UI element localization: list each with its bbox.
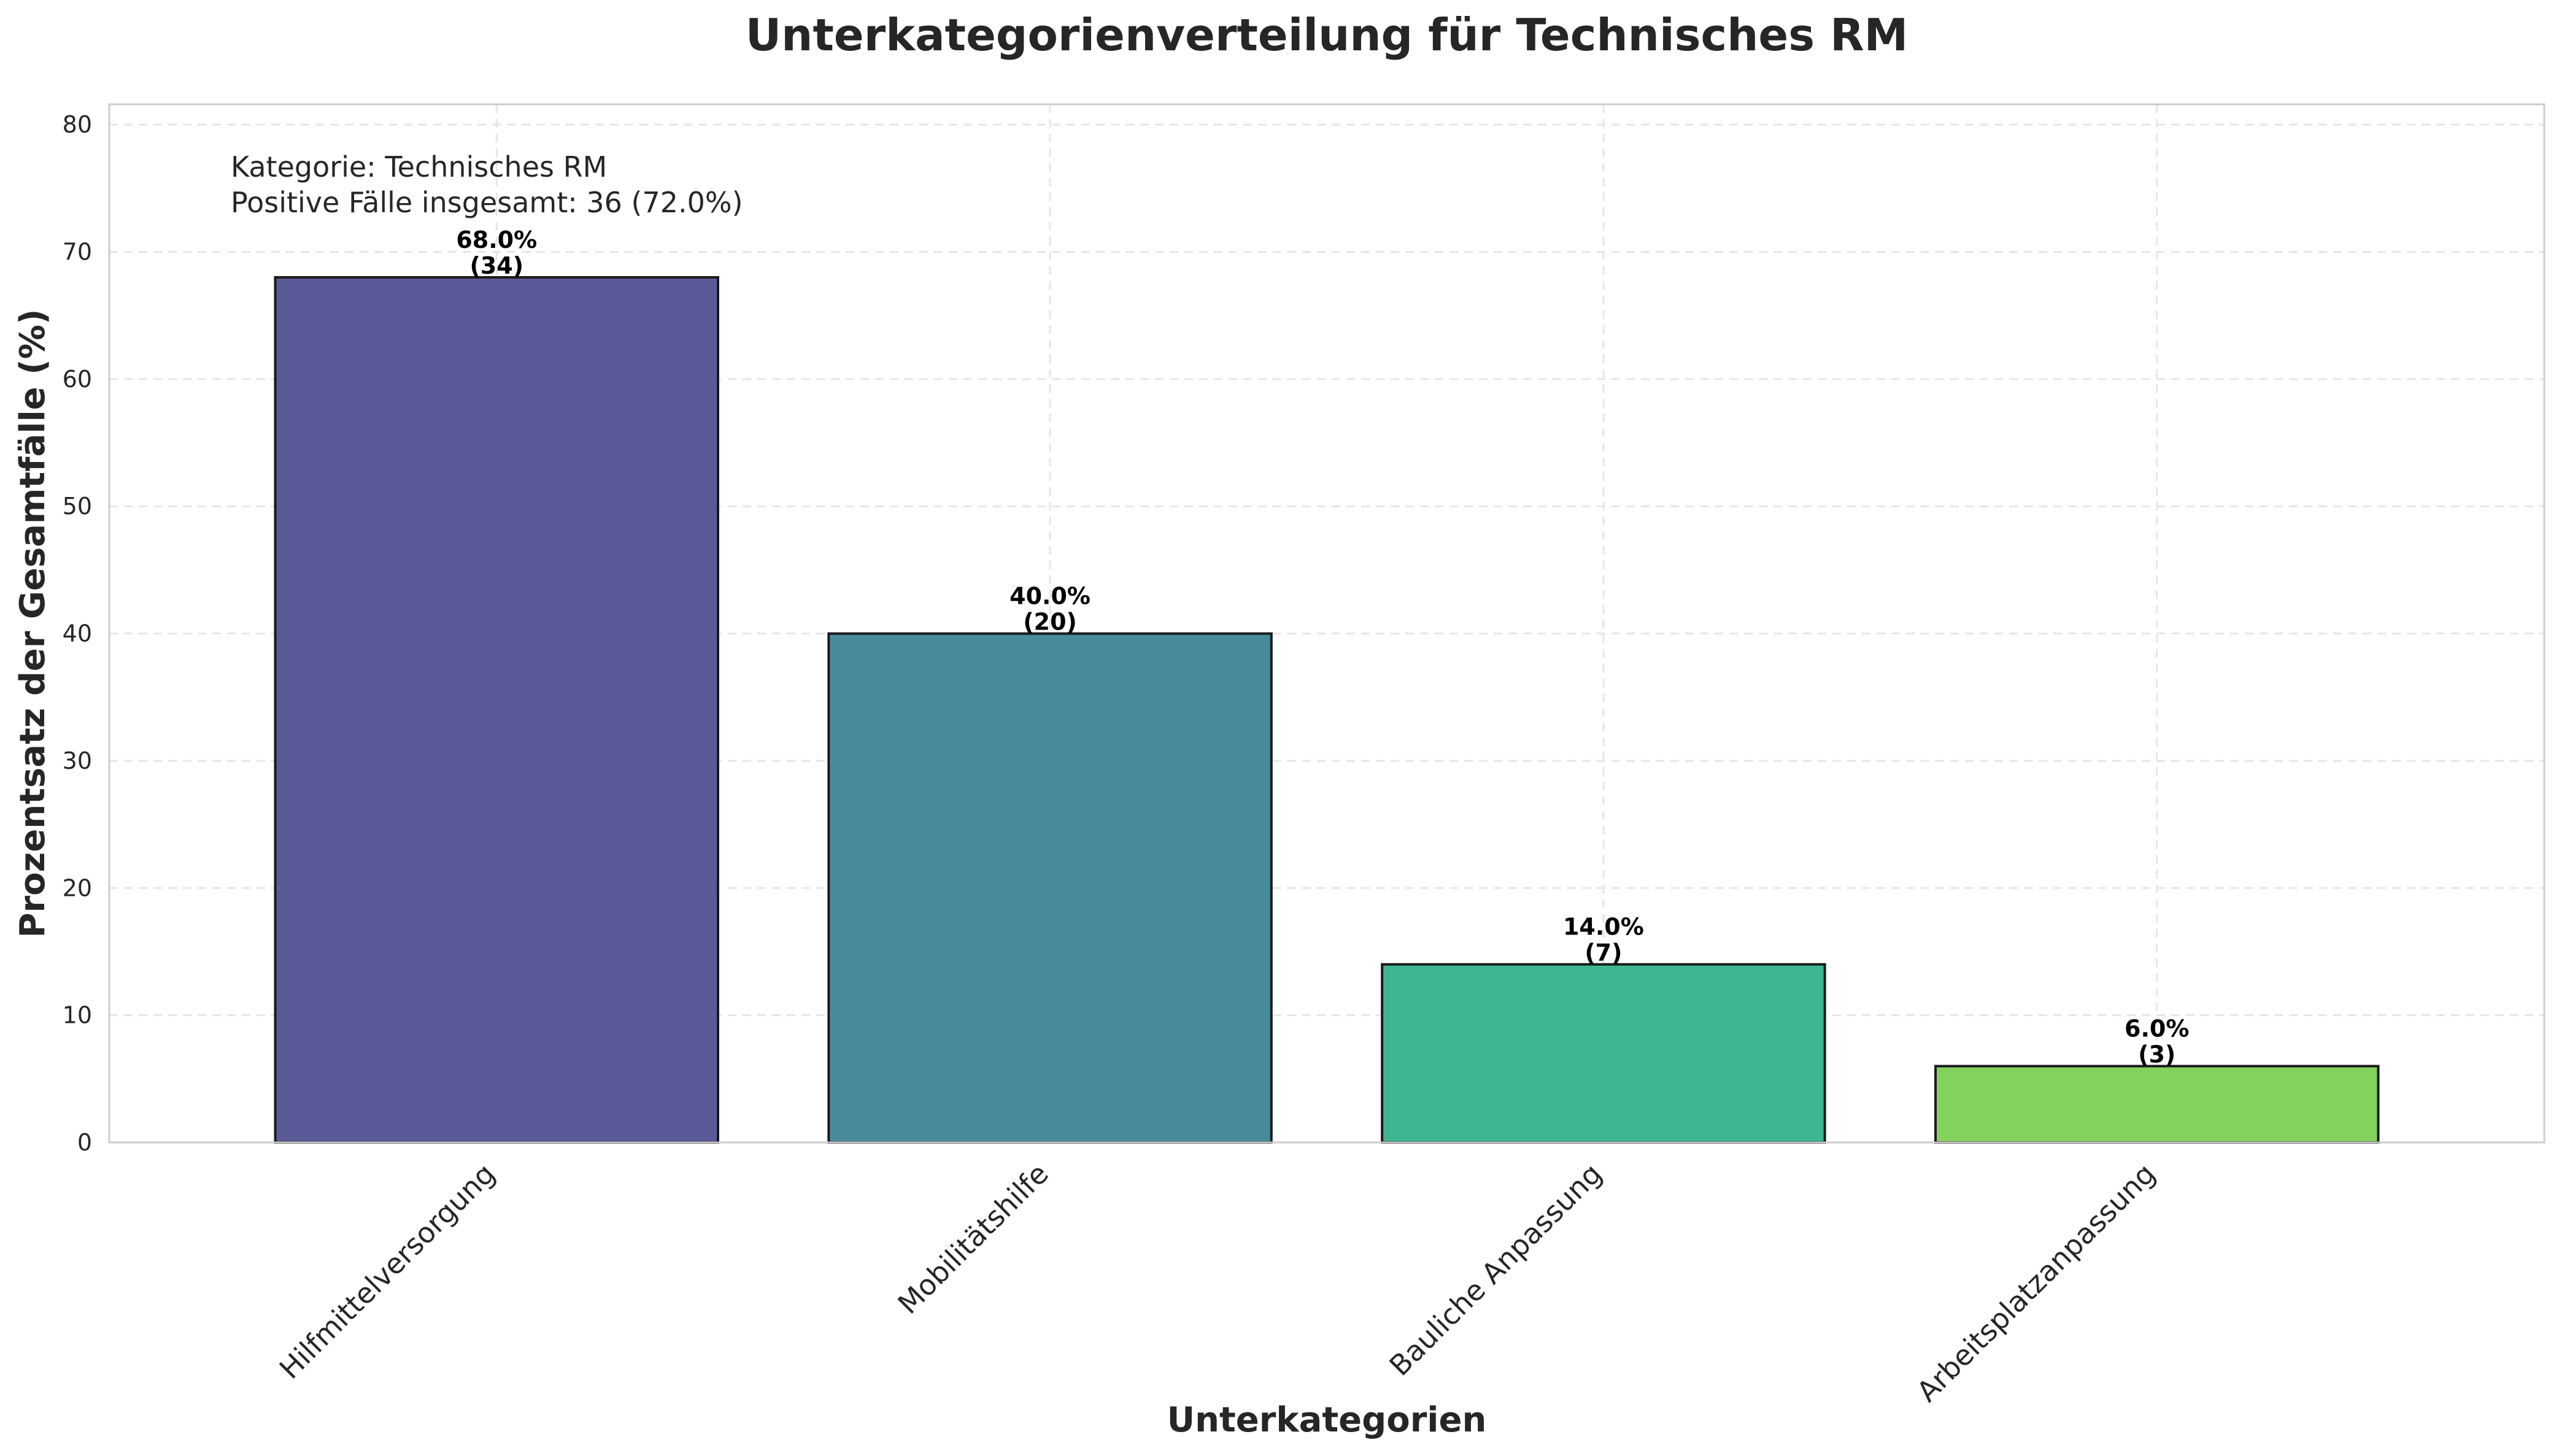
bar-layer bbox=[274, 276, 2380, 1144]
annotation-line-2: Positive Fälle insgesamt: 36 (72.0%) bbox=[231, 186, 743, 219]
y-axis-label: Prozentsatz der Gesamtfälle (%) bbox=[13, 309, 53, 938]
y-tick-label: 10 bbox=[63, 1002, 92, 1029]
bar-count-label: (7) bbox=[1584, 939, 1622, 966]
x-axis-label: Unterkategorien bbox=[1167, 1400, 1487, 1440]
x-tick-label: Bauliche Anpassung bbox=[1383, 1157, 1608, 1382]
y-tick-label: 0 bbox=[77, 1129, 92, 1156]
y-tick-label: 40 bbox=[63, 620, 92, 647]
bar-value-label: 40.0% bbox=[1009, 583, 1090, 610]
y-tick-label: 50 bbox=[63, 493, 92, 520]
bar bbox=[1381, 963, 1826, 1144]
x-tick-label: Mobilitätshilfe bbox=[891, 1157, 1054, 1320]
data-label-layer: 68.0%(34) 40.0%(20) 14.0%(7) 6.0%(3) bbox=[456, 226, 2189, 1068]
bar-value-label: 68.0% bbox=[456, 226, 537, 253]
y-tick-label: 70 bbox=[63, 239, 92, 266]
bar bbox=[827, 632, 1273, 1144]
chart-title: Unterkategorienverteilung für Technische… bbox=[746, 9, 1909, 61]
x-tick-label: Arbeitsplatzanpassung bbox=[1910, 1157, 2162, 1409]
bar-value-label: 6.0% bbox=[2125, 1015, 2189, 1042]
bar-value-label: 14.0% bbox=[1563, 914, 1644, 941]
bar-count-label: (3) bbox=[2138, 1041, 2175, 1068]
plot-frame bbox=[108, 103, 2545, 1144]
y-tick-label: 80 bbox=[63, 111, 92, 138]
bar-count-label: (34) bbox=[469, 252, 523, 279]
bar bbox=[274, 276, 719, 1144]
y-tick-label: 20 bbox=[63, 874, 92, 901]
x-tick-label: Hilfmittelversorgung bbox=[273, 1157, 501, 1385]
bar-count-label: (20) bbox=[1023, 609, 1077, 636]
bar bbox=[1934, 1065, 2380, 1144]
annotation-line-1: Kategorie: Technisches RM bbox=[231, 150, 607, 183]
y-tick-label: 30 bbox=[63, 747, 92, 774]
y-tick-label: 60 bbox=[63, 366, 92, 393]
